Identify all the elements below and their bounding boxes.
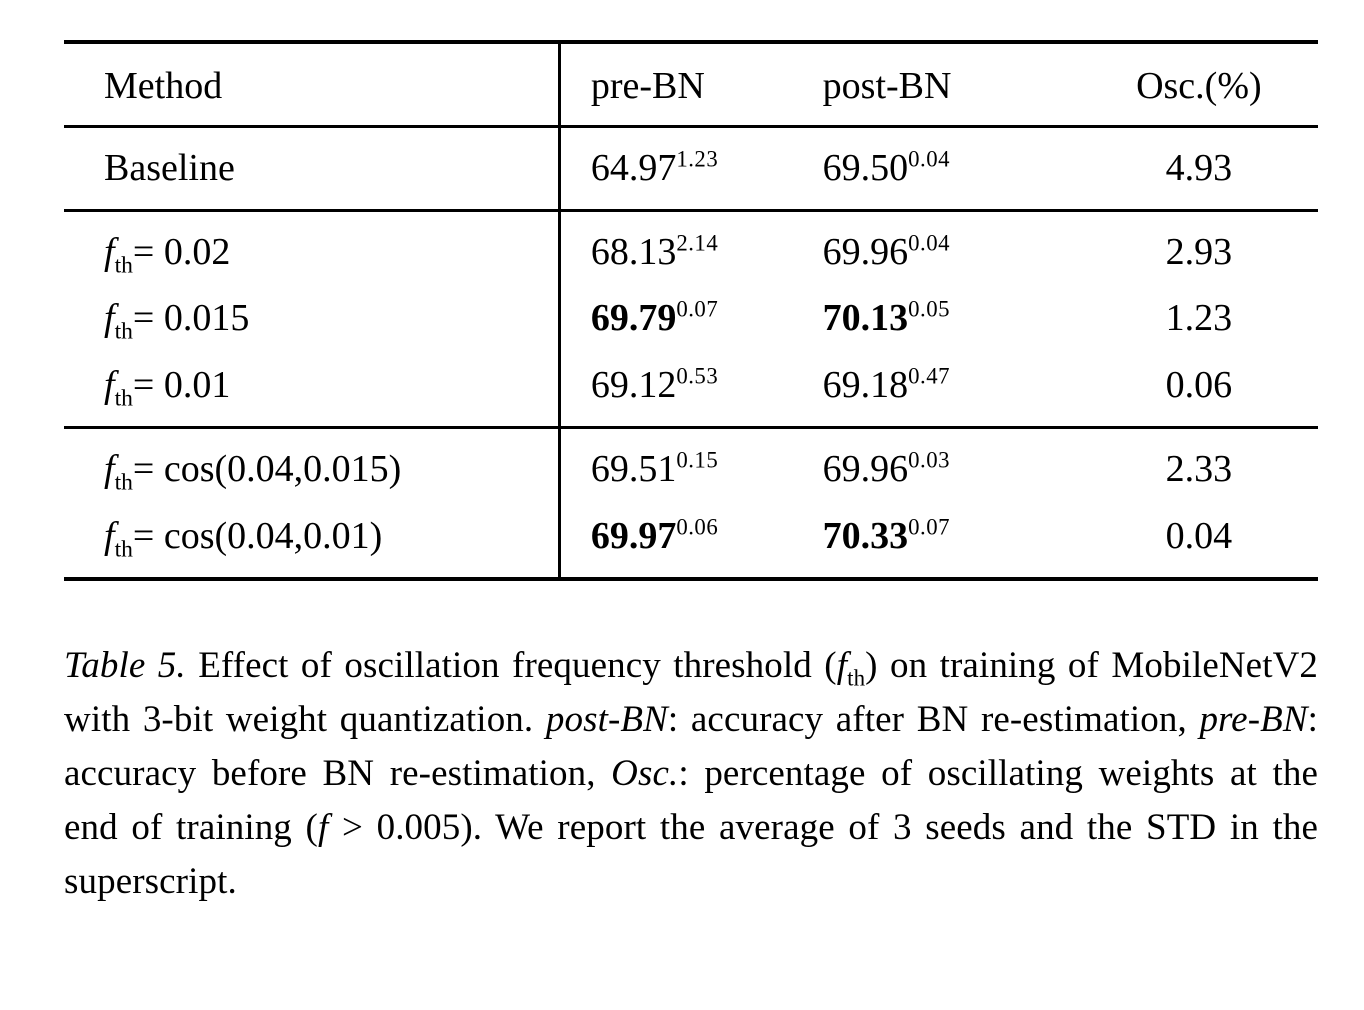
post-bn-value: 69.96 [822,230,909,273]
caption-text: ) on training of MobileNetV2 with 3-bit … [64,644,1319,740]
method-rest: = cos(0.04,0.01) [132,514,383,557]
table-row: fth= cos(0.04,0.01) 69.970.06 70.330.07 … [64,502,1318,579]
pre-bn-cell: 69.970.06 [557,502,823,579]
pre-bn-value: 69.51 [590,448,677,491]
post-bn-cell: 69.180.47 [823,352,1080,427]
std-superscript: 2.14 [676,230,719,255]
std-superscript: 1.23 [676,146,719,172]
method-cell: fth= cos(0.04,0.01) [64,503,559,579]
pre-bn-value: 64.97 [590,146,677,189]
table-header: Method pre-BN post-BN Osc.(%) [64,42,1318,127]
std-superscript: 0.06 [676,514,719,540]
table-row: fth= 0.015 69.790.07 70.130.05 1.23 [64,285,1318,353]
std-superscript: 0.04 [908,230,951,255]
post-bn-cell: 69.960.03 [823,428,1080,503]
std-superscript: 0.07 [908,514,951,540]
osc-cell: 1.23 [1165,297,1233,340]
f-symbol: f [317,806,329,848]
results-table: Method pre-BN post-BN Osc.(%) Baseline 6… [64,40,1318,581]
table-row: fth= 0.02 68.132.14 69.960.04 2.93 [64,210,1318,286]
post-bn-cell: 69.960.04 [823,210,1080,285]
fth-subscript: th [114,469,133,496]
method-cell: fth= 0.02 [64,210,559,285]
std-superscript: 0.15 [676,447,719,473]
osc-cell: 4.93 [1165,146,1233,189]
method-rest: = cos(0.04,0.015) [132,448,402,491]
post-bn-cell: 69.500.04 [823,126,1080,210]
caption-text: : percentage of oscillating weights at t… [64,752,1318,848]
post-bn-value: 69.18 [822,364,909,407]
std-superscript: 0.53 [676,363,719,389]
fth-symbol: f [104,364,115,407]
pre-bn-cell: 69.790.07 [557,285,823,353]
fth-cosine-group: fth= cos(0.04,0.015) 69.510.15 69.960.03… [64,427,1318,579]
fth-subscript: th [114,319,133,346]
osc-cell: 2.93 [1165,230,1233,273]
caption-text: > 0.005). We report the average of 3 see… [64,806,1318,902]
pre-bn-cell: 69.120.53 [557,352,823,428]
fth-subscript: th [114,252,133,279]
post-bn-value: 70.13 [822,297,909,340]
fth-subscript: th [847,665,866,691]
pre-bn-value: 69.12 [590,364,677,407]
post-bn-cell: 70.130.05 [823,285,1080,352]
fth-symbol: f [104,514,115,557]
pre-bn-value: 68.13 [590,230,677,273]
osc-cell: 0.06 [1165,364,1233,407]
fth-subscript: th [114,536,133,563]
fth-constant-group: fth= 0.02 68.132.14 69.960.04 2.93 fth= … [64,210,1318,428]
table-row: Baseline 64.971.23 69.500.04 4.93 [64,126,1318,211]
osc-cell: 2.33 [1165,448,1233,491]
method-cell: Baseline [104,146,235,189]
pre-bn-cell: 69.510.15 [557,427,823,503]
pre-bn-term: pre-BN [1199,698,1308,740]
table-row: fth= 0.01 69.120.53 69.180.47 0.06 [64,352,1318,428]
col-header-post-bn: post-BN [822,65,952,107]
col-header-method: Method [104,65,223,107]
header-row: Method pre-BN post-BN Osc.(%) [64,42,1318,127]
fth-symbol: f [104,297,115,340]
pre-bn-cell: 68.132.14 [557,210,823,286]
col-header-osc: Osc.(%) [1136,65,1262,107]
caption-text: : accuracy after BN re-estimation, [667,698,1200,740]
method-cell: fth= 0.01 [64,352,559,427]
post-bn-value: 70.33 [822,514,909,557]
fth-symbol: f [104,230,115,273]
std-superscript: 0.04 [908,146,951,172]
osc-term: Osc. [611,752,679,794]
baseline-group: Baseline 64.971.23 69.500.04 4.93 [64,126,1318,211]
post-bn-value: 69.50 [822,146,909,189]
caption-label: Table 5. [64,644,186,686]
pre-bn-value: 69.79 [590,297,677,340]
pre-bn-value: 69.97 [590,514,677,557]
std-superscript: 0.05 [908,296,951,322]
fth-symbol: f [836,644,848,686]
post-bn-term: post-BN [545,698,668,740]
method-rest: = 0.015 [132,297,250,340]
method-rest: = 0.01 [132,364,231,407]
table-row: fth= cos(0.04,0.015) 69.510.15 69.960.03… [64,427,1318,503]
method-cell: fth= 0.015 [64,285,559,352]
col-header-pre-bn: pre-BN [557,42,823,127]
fth-symbol: f [104,448,115,491]
fth-subscript: th [114,385,133,412]
post-bn-value: 69.96 [822,448,909,491]
pre-bn-cell: 64.971.23 [557,126,823,211]
osc-cell: 0.04 [1165,514,1233,557]
table-caption: Table 5. Effect of oscillation frequency… [64,639,1318,909]
caption-text: : accuracy before BN re-estimation, [64,698,1318,794]
std-superscript: 0.03 [908,447,951,473]
method-rest: = 0.02 [132,230,231,273]
caption-text: Effect of oscillation frequency threshol… [185,644,837,686]
std-superscript: 0.47 [908,363,951,389]
post-bn-cell: 70.330.07 [823,503,1080,579]
std-superscript: 0.07 [676,296,719,322]
method-cell: fth= cos(0.04,0.015) [64,428,559,503]
